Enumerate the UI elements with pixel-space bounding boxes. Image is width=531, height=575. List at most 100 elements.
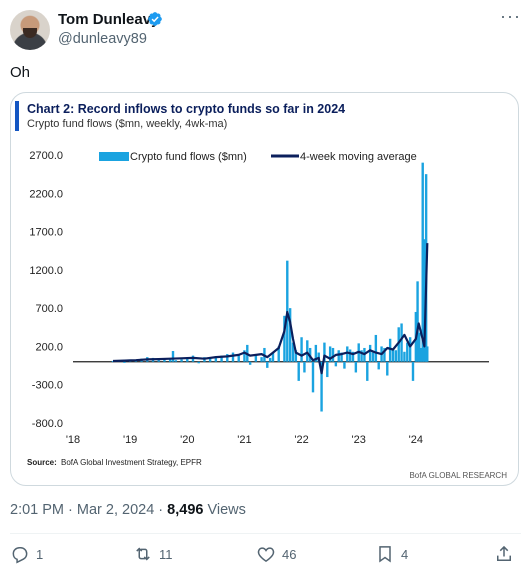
bar [320,361,323,412]
bar [334,361,338,367]
verified-badge-icon [148,12,162,26]
x-tick-label: '24 [409,434,423,446]
bar [337,350,340,362]
bar [231,352,235,362]
bar [248,361,252,365]
bar [214,356,218,362]
timestamp-text: 2:01 PM · Mar 2, 2024 · [10,502,168,518]
bar [260,357,263,362]
bar [403,351,406,362]
bar [400,323,403,362]
bar [343,361,346,369]
bar [394,350,398,362]
bar [180,359,183,362]
bar [371,352,375,362]
bar [300,337,303,362]
bar [268,357,272,362]
author-name[interactable]: Tom Dunleavy [58,11,160,28]
bar [277,346,280,362]
bar [294,350,298,362]
bar [377,361,380,370]
bookmark-count: 4 [401,546,409,562]
avatar[interactable] [10,10,50,50]
avatar-beard [23,28,37,38]
bookmark-icon [379,546,391,563]
reply-button[interactable]: 1 [10,543,43,565]
x-tick-label: '20 [180,434,194,446]
bar-series [111,162,429,412]
title-accent-bar [15,101,19,131]
bar [314,344,318,362]
bar [226,354,229,362]
x-tick-label: '19 [123,434,137,446]
bar [283,315,286,362]
bar [326,361,329,378]
bar [418,332,421,362]
heart-icon [257,547,275,562]
bar [416,281,419,362]
bar [306,340,309,362]
x-tick-label: '23 [352,434,366,446]
bar [174,360,178,362]
repost-icon [136,547,150,561]
moving-average-line [112,243,429,375]
bar [351,351,355,362]
author-handle[interactable]: @dunleavy89 [58,31,147,47]
source-label: Source: [27,458,57,467]
bar [111,360,115,362]
bar [406,342,409,362]
like-count: 46 [282,546,297,562]
legend-label-flows: Crypto fund flows ($mn) [130,151,247,163]
bar [123,361,126,363]
divider [10,533,521,534]
reply-count: 1 [36,546,44,562]
repost-count: 11 [159,546,173,562]
x-tick-label: '21 [237,434,251,446]
bar [157,359,160,362]
bar [208,358,212,362]
y-tick-label: -800.0 [32,418,63,430]
tweet-text: Oh [10,64,31,81]
bar [421,162,424,362]
bar [297,361,300,381]
bar [288,308,292,362]
bar [366,361,369,381]
bar [331,347,335,362]
chart-image[interactable]: Chart 2: Record inflows to crypto funds … [10,92,519,486]
bar [374,334,378,362]
y-tick-label: 700.0 [35,303,63,315]
share-button[interactable] [494,543,514,565]
bar [340,352,343,362]
y-tick-label: 200.0 [35,341,63,353]
repost-button[interactable]: 11 [133,543,173,565]
views-count: 8,496 [167,502,204,518]
chart-subtitle: Crypto fund flows ($mn, weekly, 4wk-ma) [27,118,227,130]
bar [391,349,395,362]
bar [426,346,429,362]
bar [386,361,389,376]
bar [383,347,386,362]
tweet-timestamp[interactable]: 2:01 PM · Mar 2, 2024 · 8,496 Views [10,502,246,518]
y-tick-label: -300.0 [32,380,63,392]
bar [311,361,315,393]
bar [323,342,326,362]
y-tick-label: 2200.0 [29,188,63,200]
like-button[interactable]: 46 [256,543,296,565]
bar [360,350,363,362]
views-label: Views [203,502,246,518]
bar [408,337,412,362]
bar [271,352,275,362]
bar [346,346,349,362]
bar [266,361,269,368]
bar [354,361,358,373]
y-tick-label: 2700.0 [29,150,63,162]
bar [303,361,306,373]
chart-svg: Chart 2: Record inflows to crypto funds … [15,101,507,480]
bar [423,239,426,362]
bar [254,354,258,362]
more-options-icon[interactable]: ··· [500,6,521,26]
bar [237,354,240,362]
bar [388,338,392,362]
bookmark-button[interactable]: 4 [375,543,408,565]
x-tick-label: '18 [66,434,80,446]
